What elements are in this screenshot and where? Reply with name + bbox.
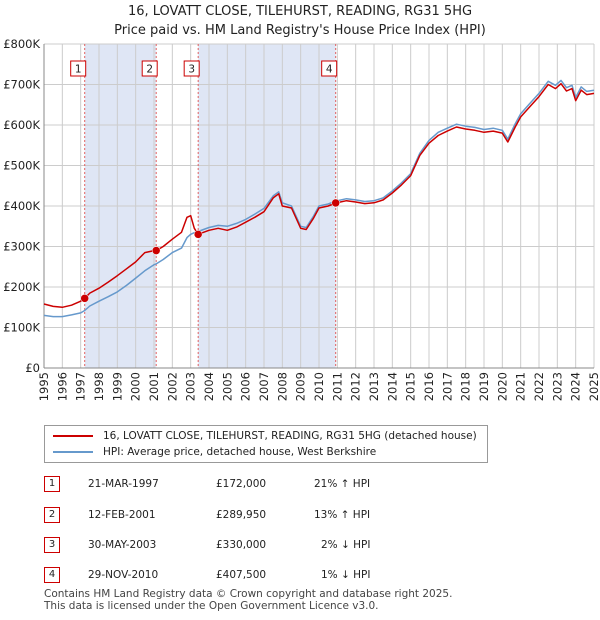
y-tick-label: £800K bbox=[3, 37, 40, 51]
sale-row-4: 4 29-NOV-2010 £407,500 1% ↓ HPI bbox=[44, 567, 444, 585]
legend-swatch-hpi bbox=[53, 451, 93, 453]
sale-date: 30-MAY-2003 bbox=[88, 539, 157, 551]
sale-price: £330,000 bbox=[216, 539, 267, 551]
y-tick-label: £700K bbox=[3, 78, 40, 92]
sale-hpi-diff: 13% ↑ HPI bbox=[314, 509, 371, 521]
x-tick-label: 2005 bbox=[220, 372, 234, 401]
property-series-line bbox=[43, 82, 595, 309]
legend-item-hpi: HPI: Average price, detached house, West… bbox=[53, 444, 376, 460]
y-tick-label: £0 bbox=[25, 361, 40, 375]
x-tick-label: 2023 bbox=[550, 372, 564, 401]
x-tick-label: 2013 bbox=[367, 372, 381, 401]
footer-line-2: This data is licensed under the Open Gov… bbox=[44, 600, 379, 612]
x-tick-label: 2017 bbox=[440, 372, 454, 401]
sale-hpi-diff: 1% ↓ HPI bbox=[321, 569, 371, 581]
x-tick-label: 2004 bbox=[202, 372, 216, 401]
title-line-2: Price paid vs. HM Land Registry's House … bbox=[114, 23, 486, 38]
legend-label-hpi: HPI: Average price, detached house, West… bbox=[103, 446, 377, 458]
x-tick-label: 1998 bbox=[92, 372, 106, 401]
sale-number-badge: 3 bbox=[44, 537, 60, 553]
legend-label-property: 16, LOVATT CLOSE, TILEHURST, READING, RG… bbox=[103, 430, 477, 442]
chart-title: 16, LOVATT CLOSE, TILEHURST, READING, RG… bbox=[0, 2, 600, 40]
legend-swatch-property bbox=[53, 435, 93, 437]
marker-box-3 bbox=[183, 60, 200, 77]
x-tick-label: 1995 bbox=[37, 372, 51, 401]
x-tick-label: 2015 bbox=[404, 372, 418, 401]
x-tick-label: 2022 bbox=[532, 372, 546, 401]
title-line-1: 16, LOVATT CLOSE, TILEHURST, READING, RG… bbox=[127, 4, 473, 19]
x-tick-label: 1997 bbox=[74, 372, 88, 401]
sale-price: £407,500 bbox=[216, 569, 267, 581]
x-tick-label: 2025 bbox=[587, 372, 600, 401]
sale-number-badge: 2 bbox=[44, 507, 60, 523]
sale-price: £289,950 bbox=[216, 509, 267, 521]
y-tick-label: £400K bbox=[3, 199, 40, 213]
x-tick-label: 2010 bbox=[312, 372, 326, 401]
sale-row-1: 1 21-MAR-1997 £172,000 21% ↑ HPI bbox=[44, 476, 444, 494]
price-chart: £0 £100K £200K £300K £400K £500K £600K £700K £80… bbox=[3, 37, 600, 401]
sale-row-2: 2 12-FEB-2001 £289,950 13% ↑ HPI bbox=[44, 507, 444, 525]
x-tick-label: 2014 bbox=[385, 372, 399, 401]
x-tick-label: 2003 bbox=[184, 372, 198, 401]
sale-point-2 bbox=[151, 246, 161, 255]
x-tick-label: 1996 bbox=[55, 372, 69, 401]
marker-box-label-4: 4 bbox=[326, 64, 333, 76]
y-tick-label: £300K bbox=[3, 240, 40, 254]
sale-number-badge: 1 bbox=[44, 476, 60, 492]
marker-box-label-3: 3 bbox=[188, 64, 195, 76]
sale-price: £172,000 bbox=[216, 478, 267, 490]
x-tick-label: 2019 bbox=[477, 372, 491, 401]
x-tick-label: 2021 bbox=[514, 372, 528, 401]
sale-point-1 bbox=[80, 294, 89, 303]
sale-date: 12-FEB-2001 bbox=[88, 509, 156, 521]
y-tick-label: £200K bbox=[3, 280, 40, 294]
x-tick-label: 2024 bbox=[569, 372, 583, 401]
marker-box-1 bbox=[70, 60, 87, 77]
sale-date: 21-MAR-1997 bbox=[88, 478, 159, 490]
sale-date: 29-NOV-2010 bbox=[88, 569, 159, 581]
y-tick-label: £100K bbox=[3, 321, 40, 335]
sale-row-3: 3 30-MAY-2003 £330,000 2% ↓ HPI bbox=[44, 537, 444, 555]
sale-hpi-diff: 2% ↓ HPI bbox=[321, 539, 371, 551]
footer-line-1: Contains HM Land Registry data © Crown c… bbox=[44, 588, 453, 600]
x-tick-label: 2001 bbox=[147, 372, 161, 401]
marker-box-label-2: 2 bbox=[146, 64, 153, 76]
hpi-series-line bbox=[43, 79, 595, 318]
x-tick-label: 2012 bbox=[349, 372, 363, 401]
x-tick-label: 2018 bbox=[459, 372, 473, 401]
x-tick-label: 2007 bbox=[257, 372, 271, 401]
sale-number-badge: 4 bbox=[44, 567, 60, 583]
sale-hpi-diff: 21% ↑ HPI bbox=[314, 478, 371, 490]
footer: Contains HM Land Registry data © Crown c… bbox=[44, 588, 452, 612]
x-tick-label: 2011 bbox=[330, 372, 344, 401]
legend-item-property: 16, LOVATT CLOSE, TILEHURST, READING, RG… bbox=[53, 428, 477, 444]
legend: 16, LOVATT CLOSE, TILEHURST, READING, RG… bbox=[44, 425, 488, 463]
x-tick-label: 2000 bbox=[129, 372, 143, 401]
marker-box-4 bbox=[321, 60, 338, 77]
sale-point-3 bbox=[193, 230, 203, 239]
x-tick-label: 2009 bbox=[294, 372, 308, 401]
x-tick-label: 1999 bbox=[110, 372, 124, 401]
x-tick-label: 2006 bbox=[239, 372, 253, 401]
y-tick-label: £500K bbox=[3, 159, 40, 173]
sale-point-4 bbox=[331, 198, 340, 208]
x-tick-label: 2020 bbox=[495, 372, 509, 401]
y-tick-label: £600K bbox=[3, 118, 40, 132]
x-tick-label: 2008 bbox=[275, 372, 289, 401]
x-tick-label: 2016 bbox=[422, 372, 436, 401]
x-tick-label: 2002 bbox=[165, 372, 179, 401]
marker-box-2 bbox=[141, 60, 158, 77]
marker-box-label-1: 1 bbox=[75, 64, 82, 76]
